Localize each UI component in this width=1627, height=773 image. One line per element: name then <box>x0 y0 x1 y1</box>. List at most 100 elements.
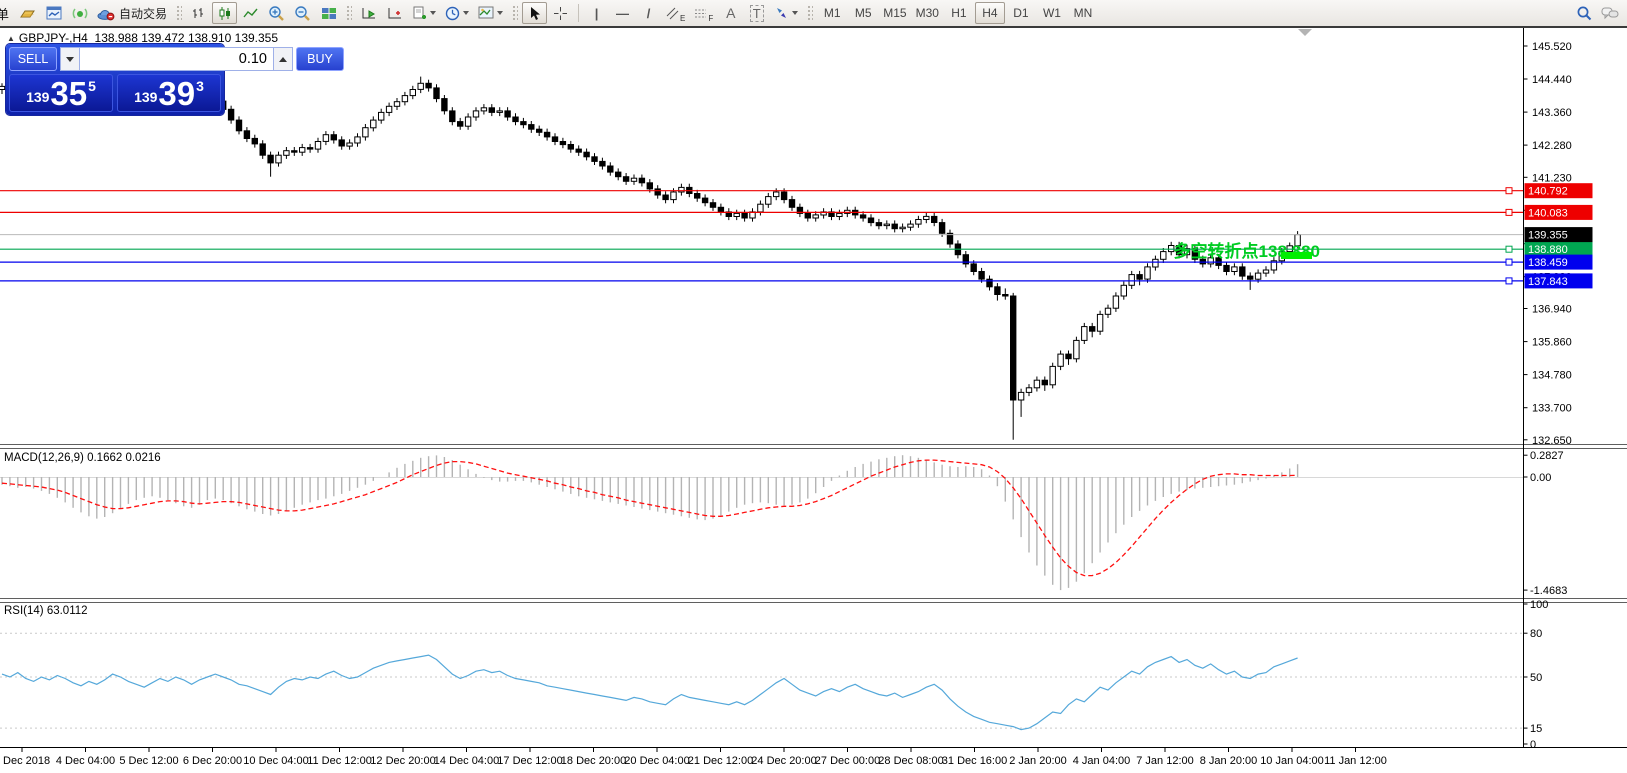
fibonacci-icon <box>695 9 707 17</box>
new-chart-dropdown[interactable] <box>408 2 440 24</box>
bar-chart-icon <box>192 7 203 18</box>
volume-increase-button[interactable] <box>273 47 293 71</box>
fibonacci-button[interactable]: F <box>690 2 717 24</box>
chevron-down-icon <box>497 11 504 15</box>
collapse-panel-icon[interactable]: ▲ <box>7 34 15 43</box>
text-tool-icon: A <box>726 5 736 21</box>
svg-text:28 Dec 08:00: 28 Dec 08:00 <box>878 755 943 767</box>
ask-quote[interactable]: 139 39 3 <box>117 74 221 112</box>
templates-dropdown[interactable] <box>474 2 507 24</box>
profiles-dropdown[interactable] <box>441 2 473 24</box>
toolbar: 单 自动交易 <box>0 0 1627 28</box>
vertical-line-button[interactable]: | <box>584 2 609 24</box>
line-chart-button[interactable] <box>238 2 263 24</box>
chart-shift-marker-icon[interactable] <box>1298 29 1312 36</box>
tile-windows-icon <box>321 7 336 19</box>
svg-text:134.780: 134.780 <box>1532 370 1572 382</box>
svg-text:139.355: 139.355 <box>1528 230 1568 242</box>
timeframe-button-m15[interactable]: M15 <box>879 2 910 24</box>
arrows-dropdown[interactable] <box>770 2 802 24</box>
bid-prefix: 139 <box>26 89 50 105</box>
chart-title: ▲ GBPJPY-,H4 138.988 139.472 138.910 139.… <box>7 31 278 45</box>
chart-window-icon[interactable] <box>41 2 66 24</box>
candlestick-chart-button[interactable] <box>212 2 238 24</box>
crosshair-button[interactable] <box>548 2 573 24</box>
svg-text:4 Dec 04:00: 4 Dec 04:00 <box>56 755 115 767</box>
triangle-up-icon <box>279 56 287 62</box>
autotrading-button[interactable]: 自动交易 <box>93 2 171 24</box>
horizontal-line-icon: — <box>616 5 630 21</box>
zoom-out-button[interactable] <box>290 2 315 24</box>
search-button[interactable] <box>1571 2 1596 24</box>
autotrading-hat-icon <box>97 9 115 20</box>
svg-text:27 Dec 00:00: 27 Dec 00:00 <box>815 755 880 767</box>
svg-text:80: 80 <box>1530 628 1542 640</box>
timeframe-button-m1[interactable]: M1 <box>817 2 847 24</box>
fibonacci-sub-label: F <box>708 14 714 23</box>
svg-text:15: 15 <box>1530 723 1542 735</box>
tile-windows-button[interactable] <box>316 2 341 24</box>
buy-button[interactable]: BUY <box>296 47 344 71</box>
auto-scroll-button[interactable] <box>356 2 381 24</box>
svg-text:141.230: 141.230 <box>1532 172 1572 184</box>
new-order-button[interactable]: 单 <box>0 6 10 22</box>
svg-text:18 Dec 20:00: 18 Dec 20:00 <box>561 755 626 767</box>
signals-icon[interactable] <box>67 2 92 24</box>
equidistant-channel-button[interactable]: E <box>662 2 689 24</box>
channel-icon <box>666 7 679 19</box>
svg-text:0.00: 0.00 <box>1530 472 1551 484</box>
candlestick-chart-icon <box>219 6 230 20</box>
svg-text:4 Jan 04:00: 4 Jan 04:00 <box>1073 755 1131 767</box>
horizontal-line-button[interactable]: — <box>610 2 635 24</box>
chevron-down-icon <box>430 11 437 15</box>
zoom-in-icon <box>269 6 284 21</box>
svg-text:11 Jan 12:00: 11 Jan 12:00 <box>1324 755 1387 767</box>
sell-button[interactable]: SELL <box>9 47 57 71</box>
gold-ingot-icon[interactable] <box>15 2 40 24</box>
trendline-button[interactable]: / <box>636 2 661 24</box>
symbol-period-label: GBPJPY-,H4 <box>18 31 88 45</box>
svg-text:5 Dec 12:00: 5 Dec 12:00 <box>119 755 178 767</box>
zoom-in-button[interactable] <box>264 2 289 24</box>
volume-stepper <box>60 47 293 71</box>
macd-indicator-title: MACD(12,26,9) 0.1662 0.0216 <box>4 452 161 464</box>
auto-scroll-icon <box>362 7 376 18</box>
svg-text:31 Dec 16:00: 31 Dec 16:00 <box>942 755 1007 767</box>
chat-icon <box>1601 7 1619 19</box>
timeframe-button-m5[interactable]: M5 <box>848 2 878 24</box>
cursor-button[interactable] <box>522 2 548 24</box>
volume-input[interactable] <box>80 47 273 71</box>
svg-text:144.440: 144.440 <box>1532 74 1572 86</box>
svg-text:137.843: 137.843 <box>1528 276 1568 288</box>
text-label-button[interactable]: T <box>744 2 769 24</box>
svg-text:17 Dec 12:00: 17 Dec 12:00 <box>497 755 562 767</box>
bid-quote[interactable]: 139 35 5 <box>9 74 113 112</box>
highlight-bar[interactable] <box>1281 252 1312 259</box>
timeframe-button-d1[interactable]: D1 <box>1006 2 1036 24</box>
channel-sub-label: E <box>680 14 686 23</box>
bar-chart-button[interactable] <box>186 2 211 24</box>
trendline-icon: / <box>646 5 651 21</box>
cursor-arrow-icon <box>531 6 541 20</box>
chart-shift-button[interactable] <box>382 2 407 24</box>
svg-text:14 Dec 04:00: 14 Dec 04:00 <box>434 755 499 767</box>
text-button[interactable]: A <box>718 2 743 24</box>
svg-text:140.792: 140.792 <box>1528 186 1568 198</box>
signals-icon <box>72 8 87 18</box>
svg-text:24 Dec 20:00: 24 Dec 20:00 <box>751 755 816 767</box>
timeframe-button-w1[interactable]: W1 <box>1037 2 1067 24</box>
volume-decrease-button[interactable] <box>60 47 80 71</box>
timeframe-button-m30[interactable]: M30 <box>912 2 943 24</box>
svg-text:142.280: 142.280 <box>1532 140 1572 152</box>
timeframe-button-mn[interactable]: MN <box>1068 2 1098 24</box>
line-chart-icon <box>242 8 258 17</box>
timeframe-button-h1[interactable]: H1 <box>944 2 974 24</box>
timeframe-button-h4[interactable]: H4 <box>974 2 1005 24</box>
bid-big-digits: 35 <box>50 75 88 112</box>
chart-shift-icon <box>388 7 402 18</box>
text-label-icon: T <box>749 4 764 22</box>
chat-button[interactable] <box>1597 2 1623 24</box>
toolbar-grip <box>806 4 814 22</box>
